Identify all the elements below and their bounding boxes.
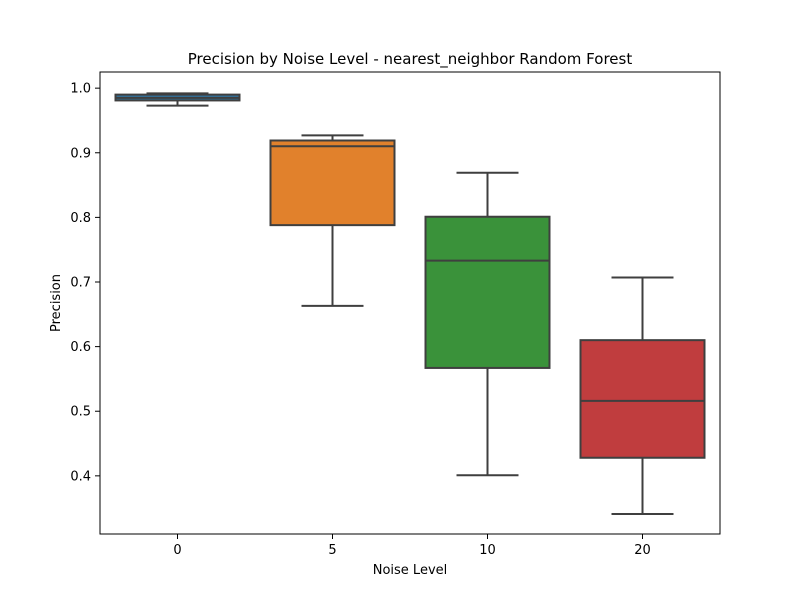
y-tick-label: 0.5 — [70, 405, 91, 420]
y-tick-label: 0.6 — [70, 340, 91, 355]
x-axis-label: Noise Level — [373, 563, 448, 578]
x-tick-label: 20 — [634, 543, 651, 558]
y-tick-label: 0.8 — [70, 211, 91, 226]
chart-title: Precision by Noise Level - nearest_neigh… — [188, 50, 633, 69]
box-5 — [269, 139, 396, 227]
y-tick-label: 0.4 — [70, 469, 91, 484]
box-10 — [424, 215, 551, 369]
y-axis-label: Precision — [49, 274, 64, 332]
y-tick-label: 1.0 — [70, 82, 91, 97]
x-tick-label: 10 — [479, 543, 496, 558]
y-tick-label: 0.9 — [70, 146, 91, 161]
x-tick-label: 5 — [328, 543, 336, 558]
plot-area-frame — [99, 71, 721, 535]
x-tick-label: 0 — [173, 543, 181, 558]
box-20 — [579, 339, 706, 459]
y-tick-label: 0.7 — [70, 276, 91, 291]
